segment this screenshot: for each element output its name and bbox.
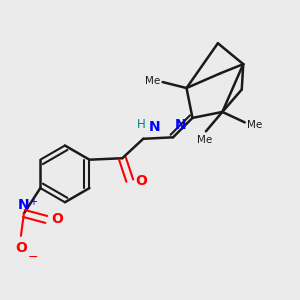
Text: −: − (28, 251, 38, 264)
Text: Me: Me (247, 120, 262, 130)
Text: O: O (136, 174, 148, 188)
Text: N: N (175, 118, 186, 132)
Text: H: H (136, 118, 145, 131)
Text: O: O (15, 241, 27, 255)
Text: +: + (29, 197, 37, 207)
Text: N: N (148, 120, 160, 134)
Text: Me: Me (197, 135, 212, 145)
Text: N: N (18, 198, 30, 212)
Text: O: O (51, 212, 63, 226)
Text: Me: Me (145, 76, 160, 85)
